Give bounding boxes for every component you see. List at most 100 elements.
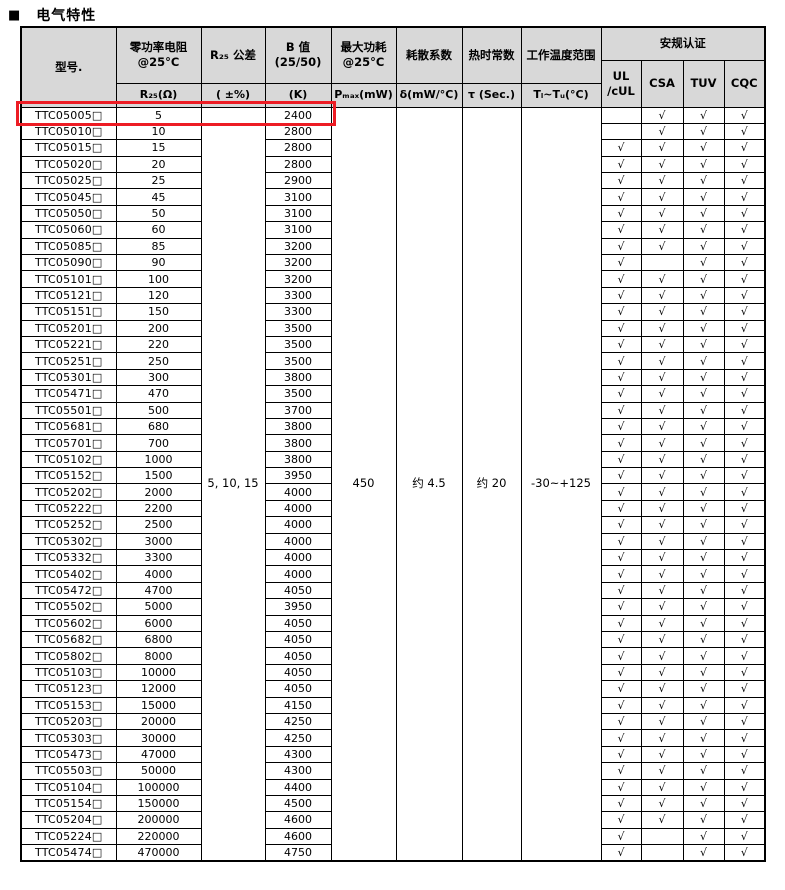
cert-cqc-cell: √ (723, 221, 766, 239)
table-row: TTC05121□ 120 3300 √ √ √ √ (20, 286, 766, 305)
cert-ul-cell: √ (600, 565, 642, 583)
b-value-cell: 3950 (264, 467, 332, 485)
header-line1: B 值 (285, 40, 311, 55)
cert-cqc-cell: √ (723, 811, 766, 829)
b-value-cell: 3800 (264, 417, 332, 436)
b-value-cell: 4000 (264, 499, 332, 518)
header-line1: 工作温度范围 (526, 47, 596, 62)
r25-cell: 50000 (115, 762, 202, 780)
b-value-cell: 4050 (264, 647, 332, 665)
cert-csa-cell: √ (640, 286, 684, 305)
cert-ul-cell: √ (600, 270, 642, 288)
r25-cell: 1000 (115, 450, 202, 469)
cert-ul-cell: √ (600, 467, 642, 485)
r25-cell: 3300 (115, 549, 202, 567)
b-value-cell: 4600 (264, 827, 332, 846)
header-line2: (25/50) (274, 55, 322, 70)
cert-tuv-cell: √ (682, 827, 725, 846)
header-line1: 耗散系数 (406, 47, 452, 62)
b-value-cell: 4500 (264, 794, 332, 813)
b-value-cell: 3800 (264, 450, 332, 469)
cert-tuv-cell: √ (682, 745, 725, 764)
r25-cell: 500 (115, 401, 202, 419)
r25-cell: 2000 (115, 483, 202, 501)
r25-cell: 15000 (115, 696, 202, 714)
col-header-operating-temp-range: 工作温度范围 (520, 26, 602, 84)
cert-csa-cell (640, 827, 684, 846)
cert-cqc-cell: √ (723, 139, 766, 157)
cert-tuv-cell: √ (682, 499, 725, 518)
cert-ul-cell: √ (600, 844, 642, 862)
section-bullet-icon: ■ (8, 7, 21, 23)
model-cell: TTC05020□ (20, 155, 117, 174)
model-cell: TTC05473□ (20, 745, 117, 764)
cert-ul-cell: √ (600, 762, 642, 780)
b-value-cell: 3950 (264, 598, 332, 616)
b-value-cell: 3100 (264, 221, 332, 239)
r25-cell: 150000 (115, 794, 202, 813)
b-value-cell: 3500 (264, 352, 332, 370)
cert-cqc-cell: √ (723, 254, 766, 272)
cert-ul-cell: √ (600, 532, 642, 551)
col-header-r25-tolerance: R₂₅ 公差 (200, 26, 266, 84)
cert-cqc-cell: √ (723, 172, 766, 190)
model-cell: TTC05222□ (20, 499, 117, 518)
cert-ul-cell: √ (600, 614, 642, 633)
col-header-zero-power-resistance: 零功率电阻 @25°C (115, 26, 202, 84)
model-cell: TTC05154□ (20, 794, 117, 813)
b-value-cell: 3200 (264, 254, 332, 272)
table-row: TTC05701□ 700 3800 √ √ √ √ (20, 434, 766, 452)
r25-cell: 100 (115, 270, 202, 288)
model-cell: TTC05602□ (20, 614, 117, 633)
cert-ul-cell: √ (600, 352, 642, 370)
cert-ul-cell: √ (600, 663, 642, 682)
unit-temp-range: Tₗ~Tᵤ(°C) (520, 82, 602, 108)
cert-csa-cell (640, 254, 684, 272)
cert-cqc-cell: √ (723, 762, 766, 780)
cert-tuv-cell: √ (682, 712, 725, 731)
table-row: TTC05060□ 60 3100 √ √ √ √ (20, 221, 766, 239)
b-value-cell: 4050 (264, 630, 332, 649)
r25-cell: 4700 (115, 581, 202, 600)
table-row: TTC05802□ 8000 4050 √ √ √ √ (20, 647, 766, 665)
cert-tuv-cell: √ (682, 762, 725, 780)
cert-csa-cell: √ (640, 614, 684, 633)
cert-cqc-cell: √ (723, 827, 766, 846)
cert-csa-cell: √ (640, 598, 684, 616)
table-row: TTC05090□ 90 3200 √ √ √ (20, 254, 766, 272)
cert-ul-cell: √ (600, 188, 642, 206)
cert-ul-cell: √ (600, 204, 642, 223)
table-row: TTC05045□ 45 3100 √ √ √ √ (20, 188, 766, 206)
b-value-cell: 2900 (264, 172, 332, 190)
col-header-thermal-time-constant: 热时常数 (461, 26, 522, 84)
cert-cqc-cell: √ (723, 565, 766, 583)
cert-cqc-cell: √ (723, 844, 766, 862)
cert-csa-cell: √ (640, 106, 684, 124)
cert-tuv-cell: √ (682, 778, 725, 796)
model-cell: TTC05474□ (20, 844, 117, 862)
table-row: TTC05202□ 2000 4000 √ √ √ √ (20, 483, 766, 501)
cert-tuv-cell: √ (682, 385, 725, 403)
cert-csa-cell: √ (640, 303, 684, 321)
r25-cell: 700 (115, 434, 202, 452)
unit-r25: R₂₅(Ω) (115, 82, 202, 108)
cert-csa-cell: √ (640, 794, 684, 813)
model-cell: TTC05503□ (20, 762, 117, 780)
cert-csa-cell: √ (640, 647, 684, 665)
b-value-cell: 4250 (264, 712, 332, 731)
cert-csa-cell: √ (640, 401, 684, 419)
model-cell: TTC05472□ (20, 581, 117, 600)
r25-cell: 45 (115, 188, 202, 206)
cert-ul-cell: √ (600, 155, 642, 174)
r25-cell: 20000 (115, 712, 202, 731)
cert-cqc-cell: √ (723, 303, 766, 321)
model-cell: TTC05103□ (20, 663, 117, 682)
cert-ul-cell: √ (600, 778, 642, 796)
model-cell: TTC05090□ (20, 254, 117, 272)
table-row: TTC05050□ 50 3100 √ √ √ √ (20, 204, 766, 223)
b-value-cell: 4300 (264, 762, 332, 780)
unit-dissipation: δ(mW/°C) (395, 82, 463, 108)
col-header-dissipation-factor: 耗散系数 (395, 26, 463, 84)
unit-tau: τ (Sec.) (461, 82, 522, 108)
cert-tuv-cell: √ (682, 368, 725, 387)
